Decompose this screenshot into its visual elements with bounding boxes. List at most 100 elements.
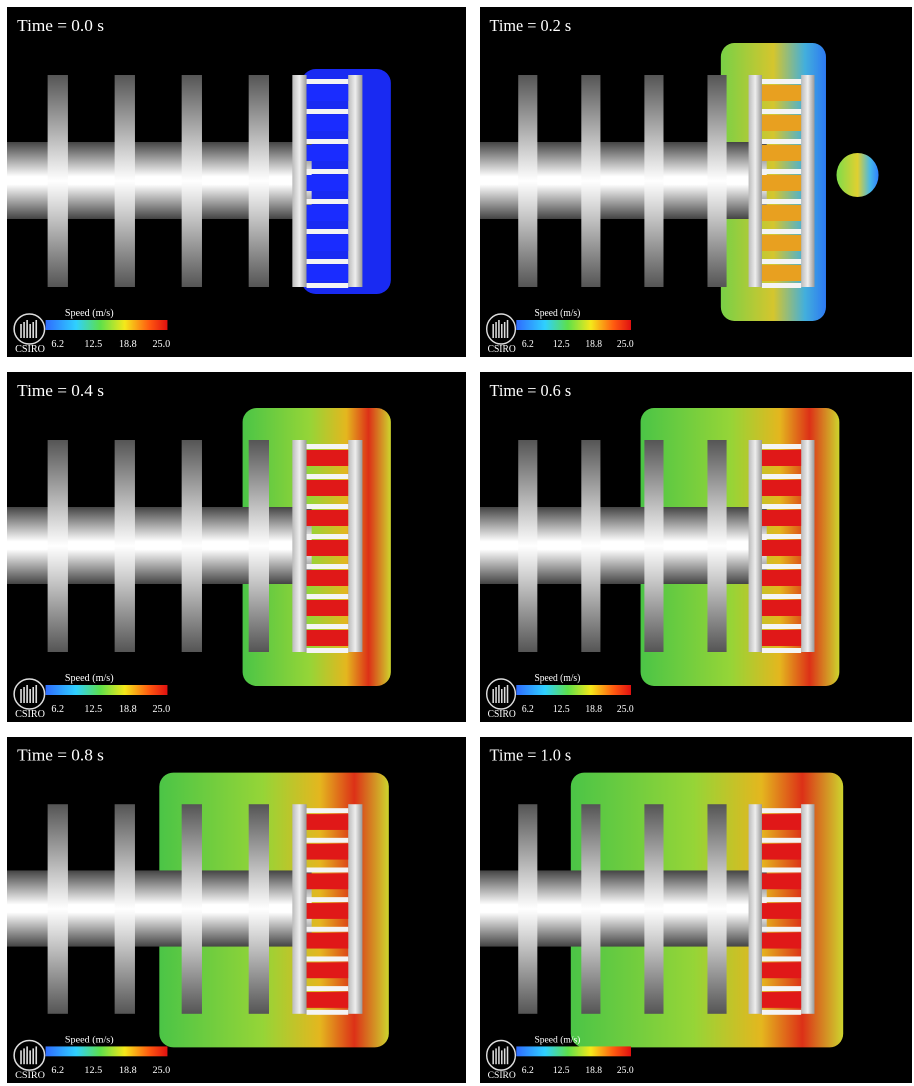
logo-stripe (507, 685, 509, 703)
colorbar-tick-label: 6.2 (522, 704, 534, 715)
time-label: Time = 0.4 s (17, 381, 104, 400)
logo-text: CSIRO (488, 344, 516, 355)
snapshot-panel: Time = 0.8 sCSIROSpeed (m/s)6.212.518.82… (7, 737, 466, 1083)
cage-slot (307, 480, 349, 496)
cage-slat (762, 229, 801, 234)
cage-slot (762, 844, 801, 860)
logo-stripe (501, 324, 503, 338)
cage-slot (762, 115, 801, 131)
cage-slat (307, 648, 349, 653)
colorbar (516, 1046, 631, 1056)
cage-slat (762, 504, 801, 509)
cage-slat (762, 927, 801, 932)
colorbar-tick-label: 12.5 (553, 1065, 570, 1076)
cage-bar (348, 75, 362, 287)
colorbar-tick-label: 6.2 (51, 704, 64, 715)
cage-slat (307, 927, 349, 932)
cage-slat (762, 474, 801, 479)
cage-slat (762, 564, 801, 569)
cage-slat (307, 564, 349, 569)
logo-text: CSIRO (15, 709, 45, 720)
plate (48, 440, 68, 652)
cage-slat (762, 109, 801, 114)
time-label: Time = 0.2 s (490, 16, 572, 35)
logo-stripe (20, 689, 22, 703)
cage-slot (307, 510, 349, 526)
cage-slot (307, 844, 349, 860)
cage-slot (762, 903, 801, 919)
colorbar-tick-label: 18.8 (585, 339, 602, 350)
cage-slat (307, 229, 349, 234)
cage-slot (762, 145, 801, 161)
cage-slat (762, 838, 801, 843)
colorbar-tick-label: 18.8 (585, 704, 602, 715)
cage-slot (762, 600, 801, 616)
plate (182, 804, 202, 1014)
colorbar-title: Speed (m/s) (65, 673, 114, 684)
plate (182, 75, 202, 287)
plate (581, 75, 600, 287)
logo-stripe (498, 685, 500, 703)
colorbar-title: Speed (m/s) (534, 1034, 580, 1045)
plate (644, 440, 663, 652)
cage-slat (762, 1010, 801, 1015)
cage-slat (307, 838, 349, 843)
cage-slat (762, 808, 801, 813)
cage-slat (307, 986, 349, 991)
cage-bar (348, 804, 362, 1014)
cage-bar (801, 804, 814, 1014)
logo-stripe (20, 324, 22, 338)
cage-slat (762, 986, 801, 991)
cage-slot (762, 962, 801, 978)
cage-slot (307, 903, 349, 919)
cage-slot (307, 450, 349, 466)
cage-slot (762, 933, 801, 949)
cage-slot (307, 85, 349, 101)
cage-slat (307, 808, 349, 813)
logo-stripe (504, 687, 506, 703)
plate (518, 804, 537, 1014)
cage-slat (307, 534, 349, 539)
cage-slot (307, 115, 349, 131)
plate (249, 440, 269, 652)
plate (518, 75, 537, 287)
logo-stripe (504, 322, 506, 338)
cage-slot (762, 85, 801, 101)
cage-slot (762, 873, 801, 889)
cage-slat (762, 444, 801, 449)
cage-slat (307, 139, 349, 144)
cage-slat (307, 259, 349, 264)
plate (249, 75, 269, 287)
logo-stripe (492, 689, 494, 703)
logo-stripe (23, 322, 25, 338)
plate (707, 75, 726, 287)
cage-slot (762, 814, 801, 830)
logo-text: CSIRO (15, 344, 45, 355)
colorbar (516, 320, 631, 330)
cage-slot (307, 630, 349, 646)
colorbar (46, 685, 168, 695)
logo-stripe (35, 1046, 37, 1064)
logo-stripe (498, 320, 500, 338)
cage-slat (307, 474, 349, 479)
logo-stripe (29, 1050, 31, 1064)
cage-slot (762, 992, 801, 1008)
logo-stripe (29, 324, 31, 338)
cage-slat (307, 504, 349, 509)
cage-slat (307, 594, 349, 599)
cage-slat (762, 624, 801, 629)
time-label: Time = 0.0 s (17, 16, 104, 35)
plate (518, 440, 537, 652)
cage-slat (762, 534, 801, 539)
cage-slot (762, 450, 801, 466)
logo-stripe (26, 320, 28, 338)
logo-text: CSIRO (488, 709, 516, 720)
cage-slat (307, 897, 349, 902)
cage-bar (749, 75, 762, 287)
cage-bar (292, 75, 306, 287)
colorbar-title: Speed (m/s) (65, 1035, 114, 1046)
logo-stripe (495, 322, 497, 338)
logo-stripe (507, 320, 509, 338)
